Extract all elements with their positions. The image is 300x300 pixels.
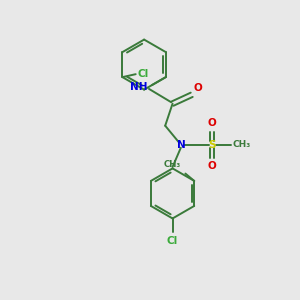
Text: NH: NH — [130, 82, 148, 92]
Text: S: S — [208, 140, 216, 150]
Text: CH₃: CH₃ — [233, 140, 251, 149]
Text: CH₃: CH₃ — [164, 160, 181, 169]
Text: N: N — [177, 140, 186, 150]
Text: O: O — [193, 83, 202, 93]
Text: Cl: Cl — [167, 236, 178, 245]
Text: O: O — [208, 118, 217, 128]
Text: Cl: Cl — [138, 69, 149, 79]
Text: O: O — [208, 161, 217, 171]
